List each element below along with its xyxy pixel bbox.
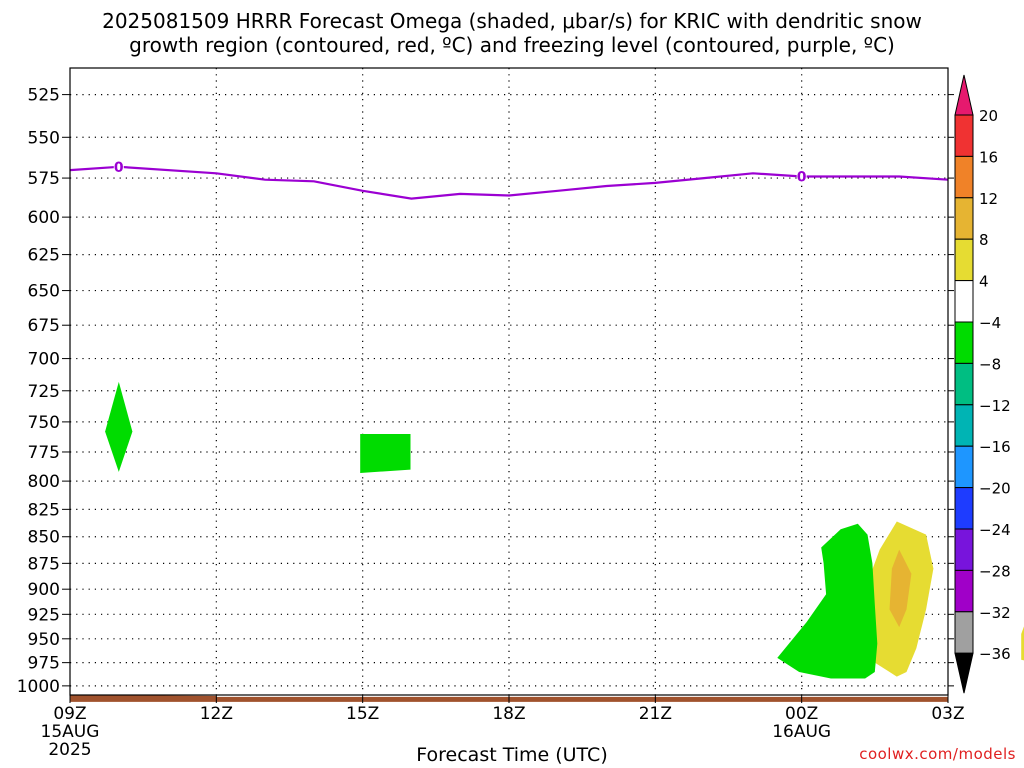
colorbar-box-1 [954,114,974,157]
freezing-level-label-bg [796,168,807,185]
x-tick-label-21Z: 21Z [639,704,672,724]
y-tick-label-850: 850 [28,528,60,548]
colorbar-box-6 [954,321,974,364]
chart-title-line-2: growth region (contoured, red, ºC) and f… [129,33,895,57]
x-axis-title: Forecast Time (UTC) [416,744,608,766]
colorbar-label-4: 4 [979,273,989,291]
colorbar-box-2 [954,155,974,199]
y-tick-label-800: 800 [28,472,60,492]
y-tick-label-550: 550 [28,128,60,148]
y-tick-label-1000: 1000 [17,677,60,697]
colorbar-box-8 [954,404,974,447]
x-tick-label-00Z: 00Z [785,704,818,724]
y-tick-label-875: 875 [28,554,60,574]
y-tick-label-950: 950 [28,630,60,650]
y-tick-label-650: 650 [28,282,60,302]
y-tick-label-750: 750 [28,413,60,433]
colorbar-box-10 [954,487,974,530]
y-tick-label-825: 825 [28,500,60,520]
colorbar-box-5 [954,280,974,323]
colorbar-box-11 [954,528,974,571]
omega-area-00z-01z [777,523,878,679]
colorbar-box-4 [954,238,974,282]
y-tick-label-775: 775 [28,443,60,463]
colorbar-label-8: 8 [979,231,989,249]
x-tick-label-15Z: 15Z [346,704,379,724]
y-tick-label-525: 525 [28,86,60,106]
colorbar-label--20: −20 [979,480,1011,498]
colorbar-label--8: −8 [979,355,1001,373]
grid-lines [70,68,948,695]
colorbar-label--12: −12 [979,397,1011,415]
y-tick-label-600: 600 [28,208,60,228]
colorbar-bottom-arrow [954,652,974,694]
freezing-level-label: 0 [114,160,124,176]
y-tick-label-725: 725 [28,382,60,402]
omega-area-15z [360,434,411,473]
colorbar-box-13 [954,611,974,654]
y-tick-label-900: 900 [28,580,60,600]
colorbar-label--32: −32 [979,604,1011,622]
colorbar-label-16: 16 [979,148,998,166]
colorbar-box-9 [954,445,974,489]
colorbar-top-arrow [954,74,974,116]
axes: 525 550 575 600 625 650 675 700 725 750 775 800 825 8… [17,67,965,760]
colorbar-label--24: −24 [979,521,1011,539]
x-tick-sublabel-15AUG: 15AUG [41,722,100,742]
colorbar-box-7 [954,362,974,406]
y-tick-label-975: 975 [28,654,60,674]
colorbar-label-20: 20 [979,107,998,125]
freezing-level-label: 0 [797,169,807,185]
y-tick-label-700: 700 [28,350,60,370]
x-tick-label-09Z: 09Z [53,704,86,724]
colorbar-box-12 [954,569,974,613]
y-tick-label-625: 625 [28,246,60,266]
colorbar-label--28: −28 [979,562,1011,580]
y-tick-label-575: 575 [28,169,60,189]
watermark: coolwx.com/models [859,745,1016,763]
colorbar-label--4: −4 [979,314,1001,332]
colorbar-label--36: −36 [979,645,1011,663]
omega-area-21z-23z [1021,626,1024,661]
colorbar-label-12: 12 [979,190,998,208]
plot-frame [69,67,949,696]
x-tick-label-18Z: 18Z [492,704,525,724]
omega-shading [105,381,1024,679]
y-tick-label-925: 925 [28,605,60,625]
x-tick-sublabel-2025: 2025 [48,740,91,760]
chart-title-line-1: 2025081509 HRRR Forecast Omega (shaded, … [102,9,922,33]
omega-area-10z [105,381,133,472]
colorbar-label--16: −16 [979,438,1011,456]
x-tick-label-03Z: 03Z [931,704,964,724]
freezing-level-label-bg [113,158,124,175]
omega-core-17z [889,549,912,628]
colorbar-box-3 [954,197,974,240]
y-tick-label-675: 675 [28,316,60,336]
freezing-level-line [69,165,949,200]
freezing-level-contour: 00 [69,158,949,200]
x-tick-sublabel-16AUG: 16AUG [772,722,831,742]
x-tick-label-12Z: 12Z [200,704,233,724]
colorbar: 20 16 12 8 4 −4 −8 −12 −16 −20 −24 −28 −32 −36 [954,74,1011,694]
